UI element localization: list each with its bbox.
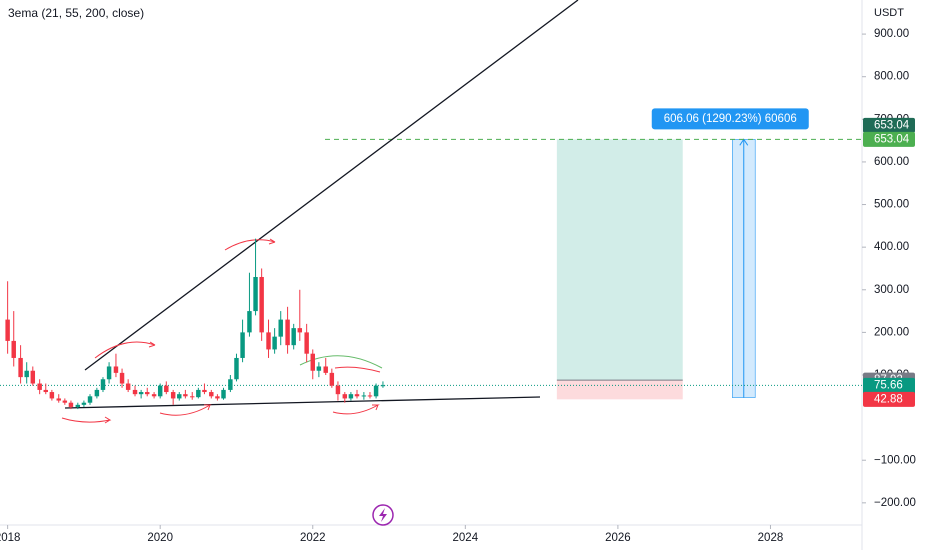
candle-body bbox=[380, 385, 386, 387]
candle-body bbox=[373, 385, 379, 397]
candle-body bbox=[285, 319, 290, 346]
price-label: 653.04 bbox=[874, 133, 910, 145]
x-tick-label: 2018 bbox=[0, 532, 20, 544]
candle-body bbox=[266, 332, 271, 350]
y-tick-label: 900.00 bbox=[874, 28, 909, 40]
candle-body bbox=[145, 392, 150, 395]
replay-icon-bolt bbox=[379, 508, 387, 522]
candle-body bbox=[310, 353, 315, 371]
candle-body bbox=[297, 328, 303, 333]
y-tick-label: 300.00 bbox=[874, 284, 909, 296]
candle-body bbox=[323, 366, 328, 373]
candle-body bbox=[342, 394, 348, 399]
ema-curve bbox=[299, 355, 383, 369]
price-label-box bbox=[863, 391, 915, 407]
y-tick-label: −200.00 bbox=[874, 497, 916, 509]
price-label-box bbox=[863, 131, 915, 147]
candle-body bbox=[125, 383, 131, 390]
candle-body bbox=[177, 394, 182, 399]
candle-body bbox=[5, 319, 10, 341]
candle-body bbox=[30, 370, 36, 384]
measure-label: 606.06 (1290.23%) 60606 bbox=[664, 113, 797, 125]
candle-body bbox=[196, 389, 201, 398]
y-tick-label: −100.00 bbox=[874, 454, 916, 466]
candle-body bbox=[75, 404, 81, 407]
candle-body bbox=[304, 332, 309, 354]
candle-body bbox=[68, 402, 74, 407]
candle-body bbox=[278, 319, 283, 337]
candle-body bbox=[113, 366, 119, 373]
candle-body bbox=[335, 385, 341, 395]
candle-body bbox=[354, 394, 360, 397]
candle-body bbox=[49, 392, 55, 399]
candle-body bbox=[11, 340, 16, 358]
y-tick-label: 500.00 bbox=[874, 199, 909, 211]
annotation-arrows bbox=[61, 238, 381, 424]
candle-body bbox=[183, 394, 188, 397]
price-label-box bbox=[863, 117, 915, 133]
x-tick-label: 2028 bbox=[758, 532, 784, 544]
x-tick-label: 2024 bbox=[453, 532, 479, 544]
candle-body bbox=[56, 398, 61, 401]
candle-body bbox=[100, 379, 106, 390]
axis-unit: USDT bbox=[874, 7, 904, 19]
x-tick-label: 2022 bbox=[300, 532, 326, 544]
y-tick-label: 400.00 bbox=[874, 241, 909, 253]
candle-body bbox=[190, 396, 195, 398]
candle-body bbox=[18, 357, 23, 378]
candle-body bbox=[202, 389, 207, 393]
candle-body bbox=[361, 395, 367, 397]
candle-body bbox=[37, 383, 42, 390]
candle-body bbox=[247, 311, 252, 333]
price-label: 653.04 bbox=[874, 119, 910, 131]
candle-body bbox=[215, 396, 220, 399]
candle-body bbox=[259, 276, 264, 333]
candle-body bbox=[272, 336, 277, 350]
candle-body bbox=[138, 392, 144, 395]
candle-body bbox=[221, 389, 226, 399]
candle-body bbox=[132, 389, 138, 395]
candle-body bbox=[228, 379, 233, 390]
candle-body bbox=[24, 370, 29, 378]
candle-body bbox=[119, 372, 125, 384]
candle-body bbox=[62, 400, 68, 403]
candle-body bbox=[367, 395, 373, 397]
candle-body bbox=[329, 372, 335, 386]
trend-line bbox=[84, 0, 579, 371]
candle-body bbox=[43, 389, 48, 393]
candle-body bbox=[157, 385, 163, 397]
y-tick-label: 200.00 bbox=[874, 326, 909, 338]
candle-body bbox=[240, 332, 245, 358]
candle-body bbox=[209, 392, 214, 397]
y-tick-label: 600.00 bbox=[874, 156, 909, 168]
x-tick-label: 2026 bbox=[605, 532, 631, 544]
profit-zone bbox=[556, 139, 683, 381]
indicator-title: 3ema (21, 55, 200, close) bbox=[8, 6, 144, 20]
candle-body bbox=[348, 394, 354, 399]
measure-label-box bbox=[651, 108, 809, 130]
candle-body bbox=[253, 276, 258, 312]
price-label: 42.88 bbox=[874, 393, 903, 405]
candle-body bbox=[164, 385, 169, 393]
candle-body bbox=[234, 357, 239, 380]
candle-body bbox=[106, 366, 112, 380]
candle-body bbox=[170, 392, 176, 399]
y-tick-label: 800.00 bbox=[874, 71, 909, 83]
trend-line bbox=[64, 396, 541, 409]
candle-body bbox=[94, 389, 100, 397]
candle-body bbox=[291, 328, 296, 346]
candle-body bbox=[151, 394, 157, 397]
loss-zone bbox=[556, 380, 683, 400]
candle-body bbox=[81, 402, 87, 405]
price-label: 75.66 bbox=[874, 379, 903, 391]
x-tick-label: 2020 bbox=[147, 532, 173, 544]
candle-body bbox=[87, 396, 93, 403]
candle-body bbox=[316, 366, 322, 371]
